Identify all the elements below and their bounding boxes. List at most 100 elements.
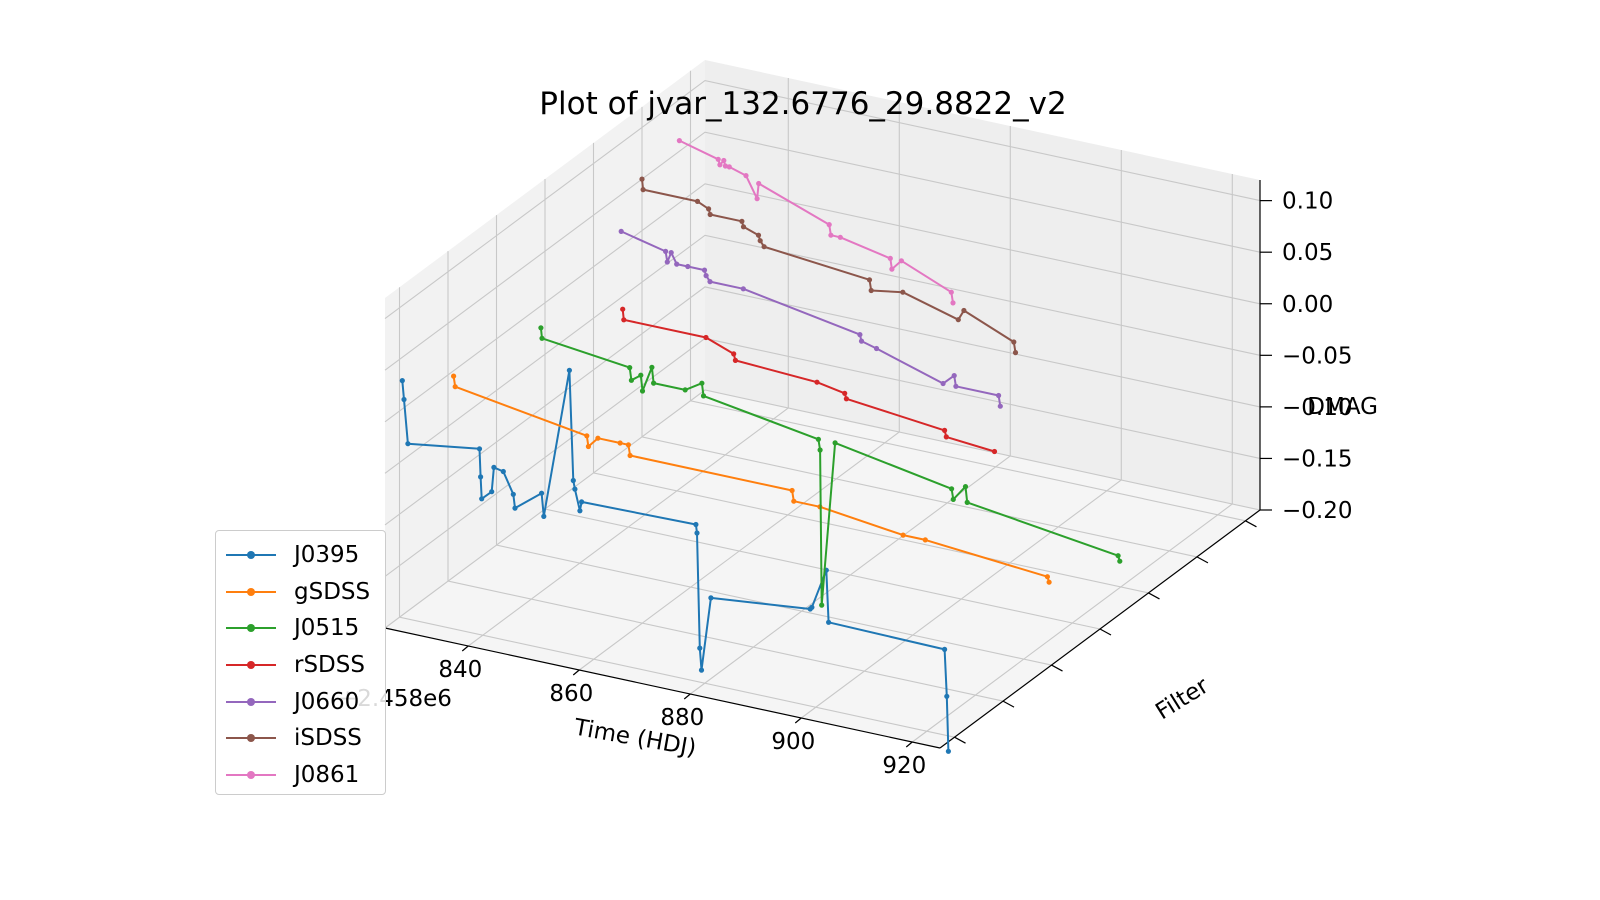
axis-panes <box>385 60 1260 748</box>
data-point <box>701 267 708 273</box>
data-point <box>703 334 709 341</box>
data-point <box>842 390 848 396</box>
data-point <box>663 248 669 254</box>
data-point <box>491 464 497 470</box>
grid-line-z <box>384 389 1261 629</box>
grid-line-z <box>384 80 1261 320</box>
data-point <box>826 222 832 228</box>
x-tick-label: 840 <box>438 657 482 683</box>
data-point <box>489 489 495 495</box>
data-point <box>997 403 1003 409</box>
y-tick-mark <box>1099 628 1112 636</box>
data-point <box>452 384 458 390</box>
data-point <box>703 273 709 279</box>
data-point <box>697 645 703 651</box>
data-point <box>732 357 739 363</box>
data-point <box>755 232 762 238</box>
y-tick-mark <box>1148 592 1160 600</box>
legend-label: iSDSS <box>294 725 362 752</box>
x-tick-mark <box>461 645 469 652</box>
chart-title: Plot of jvar_132.6776_29.8822_v2 <box>539 86 1066 122</box>
grid-line-z <box>384 183 1261 423</box>
data-point <box>756 180 762 187</box>
data-point <box>698 667 705 673</box>
data-point <box>500 468 506 475</box>
series-gSDSS <box>451 373 1052 585</box>
series-rSDSS <box>620 306 998 455</box>
data-point <box>627 452 633 459</box>
data-point <box>721 157 727 164</box>
data-point <box>512 505 518 511</box>
legend-label: J0395 <box>294 542 360 569</box>
data-point <box>694 198 701 204</box>
data-point <box>640 187 646 193</box>
grid-line-z <box>384 234 1261 474</box>
data-point <box>740 286 746 292</box>
data-point <box>479 496 485 502</box>
y-tick-mark <box>1245 520 1257 528</box>
x-tick-mark <box>683 693 691 700</box>
data-point <box>510 491 516 497</box>
data-point <box>649 364 655 370</box>
data-point <box>944 693 950 699</box>
data-point <box>478 474 484 480</box>
data-point <box>577 508 583 514</box>
data-point <box>900 289 906 295</box>
z-tick-label: −0.10 <box>1282 395 1352 421</box>
data-point <box>638 372 644 378</box>
data-point <box>541 513 547 520</box>
data-point <box>943 434 949 440</box>
data-point <box>857 332 863 338</box>
data-point <box>451 373 457 379</box>
data-point <box>873 345 880 352</box>
data-point <box>843 396 850 402</box>
x-axis-line <box>384 627 941 749</box>
data-point <box>791 498 797 504</box>
data-point <box>868 287 874 294</box>
legend-swatch <box>226 732 276 744</box>
data-point <box>942 427 948 433</box>
legend-item: J0660 <box>216 683 385 720</box>
data-point <box>817 447 823 453</box>
data-point <box>707 279 713 285</box>
grid-line-z <box>384 286 1261 526</box>
data-point <box>757 238 763 244</box>
data-point <box>953 383 959 389</box>
data-point <box>584 433 590 439</box>
data-point <box>940 380 946 387</box>
data-point <box>664 259 670 265</box>
y-tick-mark <box>1002 700 1015 708</box>
data-point <box>942 646 948 653</box>
data-point <box>399 378 405 384</box>
legend-item: J0395 <box>216 537 385 574</box>
z-axis-label: DMAG <box>1307 394 1378 420</box>
data-point <box>898 258 905 264</box>
legend-swatch <box>226 549 276 561</box>
data-point <box>866 277 873 283</box>
data-point <box>708 595 714 601</box>
data-point <box>693 521 699 528</box>
data-point <box>832 440 838 446</box>
data-point <box>949 486 955 492</box>
data-point <box>945 748 952 754</box>
data-point <box>639 176 645 182</box>
data-point <box>826 619 832 625</box>
legend-swatch <box>226 769 276 781</box>
data-point <box>722 163 729 169</box>
legend-label: gSDSS <box>294 578 371 605</box>
data-point <box>1115 553 1121 559</box>
data-point <box>964 499 970 505</box>
data-point <box>815 436 822 442</box>
data-point <box>572 486 578 492</box>
data-point <box>837 234 843 240</box>
data-point <box>618 228 624 234</box>
series-J0861 <box>676 138 956 306</box>
data-point <box>401 396 407 403</box>
data-point <box>731 351 737 357</box>
data-point <box>996 392 1002 399</box>
data-point <box>579 499 585 505</box>
data-point <box>707 211 713 218</box>
z-tick-label: 0.00 <box>1282 292 1333 318</box>
data-point <box>1044 574 1050 580</box>
